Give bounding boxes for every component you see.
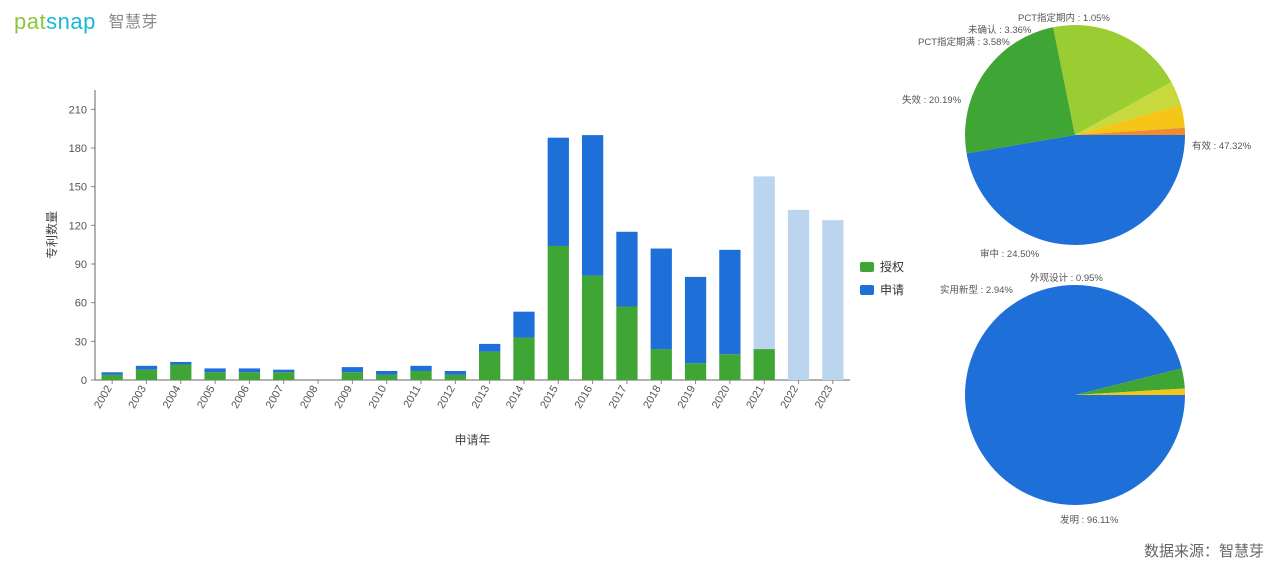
legend-swatch-grant (860, 262, 874, 272)
brand-logo: patsnap 智慧芽 (14, 8, 158, 35)
svg-text:2014: 2014 (504, 384, 527, 411)
pie-slice-label: 实用新型 : 2.94% (940, 282, 1013, 296)
pie-chart-status: 有效 : 47.32%审中 : 24.50%失效 : 20.19%PCT指定期满… (960, 20, 1190, 250)
brand-part1: pat (14, 9, 46, 34)
svg-text:0: 0 (81, 375, 87, 387)
svg-text:2019: 2019 (676, 384, 699, 411)
svg-text:2017: 2017 (607, 384, 630, 411)
svg-text:2016: 2016 (573, 384, 596, 411)
pie-slice (967, 135, 1185, 245)
brand-cn: 智慧芽 (108, 14, 158, 31)
svg-text:120: 120 (69, 220, 87, 232)
svg-text:2006: 2006 (229, 384, 252, 411)
pie-slice-label: 外观设计 : 0.95% (1030, 270, 1103, 284)
pie-svg (960, 280, 1190, 510)
pie-svg (960, 20, 1190, 250)
pie-slice-label: 发明 : 96.11% (1060, 512, 1118, 526)
svg-text:30: 30 (75, 336, 87, 348)
svg-text:2009: 2009 (332, 384, 355, 411)
bar-chart: 0 30 60 90 120 150 180 210 2002 2003 2004 2005 2006 2… (40, 80, 860, 450)
svg-text:2012: 2012 (435, 384, 458, 411)
svg-text:180: 180 (69, 143, 87, 155)
svg-text:2011: 2011 (401, 384, 423, 410)
svg-text:60: 60 (75, 298, 87, 310)
svg-text:2007: 2007 (264, 384, 287, 411)
pie-slice-label: 有效 : 47.32% (1192, 138, 1251, 152)
svg-text:申请年: 申请年 (454, 433, 490, 447)
svg-text:2004: 2004 (161, 384, 184, 411)
data-source-footer: 数据来源：智慧芽 (1144, 540, 1264, 561)
pie-slice-label: 失效 : 20.19% (902, 92, 961, 106)
legend-swatch-apply (860, 285, 874, 295)
pie-slice-label: PCT指定期满 : 3.58% (918, 34, 1010, 48)
svg-text:2010: 2010 (367, 384, 390, 411)
legend-label-grant: 授权 (880, 258, 904, 275)
pie-slice-label: 审中 : 24.50% (980, 246, 1039, 260)
svg-text:2021: 2021 (744, 384, 767, 411)
svg-text:2008: 2008 (298, 384, 321, 411)
pie-slice (965, 285, 1185, 505)
svg-text:90: 90 (75, 259, 87, 271)
svg-text:210: 210 (69, 104, 87, 116)
chart-legend: 授权 申请 (860, 258, 904, 304)
svg-text:2022: 2022 (778, 384, 801, 411)
brand-part2: snap (46, 9, 96, 34)
svg-text:2018: 2018 (641, 384, 664, 411)
pie-chart-type: 发明 : 96.11%实用新型 : 2.94%外观设计 : 0.95% (960, 280, 1190, 510)
svg-text:2023: 2023 (813, 384, 836, 411)
svg-text:2020: 2020 (710, 384, 733, 411)
pie-slice-label: 未确认 : 3.36% (968, 22, 1031, 36)
legend-item-apply: 申请 (860, 281, 904, 298)
legend-label-apply: 申请 (880, 281, 904, 298)
svg-text:150: 150 (69, 182, 87, 194)
svg-text:2015: 2015 (538, 384, 561, 411)
svg-text:2013: 2013 (470, 384, 493, 411)
svg-text:专利数量: 专利数量 (44, 211, 59, 259)
svg-text:2005: 2005 (195, 384, 218, 411)
svg-text:2003: 2003 (126, 384, 149, 411)
svg-text:2002: 2002 (92, 384, 115, 411)
legend-item-grant: 授权 (860, 258, 904, 275)
pie-slice-label: PCT指定期内 : 1.05% (1018, 10, 1110, 24)
